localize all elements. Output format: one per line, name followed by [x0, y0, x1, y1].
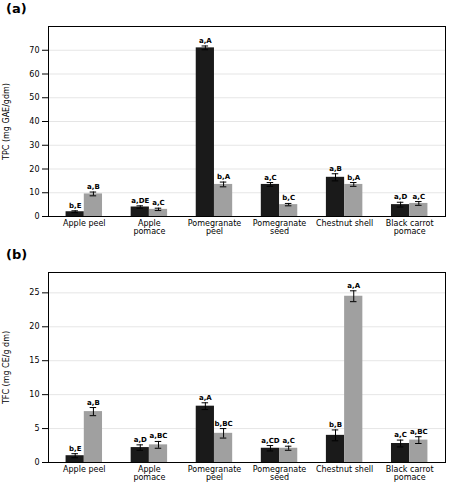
svg-text:a,C: a,C [282, 437, 295, 445]
svg-text:b,BC: b,BC [214, 420, 232, 428]
svg-text:b,A: b,A [217, 173, 231, 181]
svg-text:Chestnut shell: Chestnut shell [316, 465, 373, 474]
html-text:(b): (b) [6, 247, 28, 262]
svg-text:b,B: b,B [329, 421, 342, 429]
svg-text:a,BC: a,BC [410, 428, 428, 436]
svg-text:10: 10 [29, 188, 39, 197]
svg-text:TFC (mg CE/g dm): TFC (mg CE/g dm) [2, 331, 11, 405]
svg-text:Pomegranateseed: Pomegranateseed [253, 219, 307, 236]
svg-text:Pomegranatepeel: Pomegranatepeel [188, 465, 242, 482]
svg-text:50: 50 [29, 93, 39, 102]
svg-text:a,A: a,A [347, 282, 360, 290]
svg-text:25: 25 [29, 288, 39, 297]
svg-text:a,D: a,D [134, 436, 147, 444]
svg-text:b,E: b,E [69, 445, 82, 453]
svg-text:Black carrotpomace: Black carrotpomace [386, 465, 434, 482]
svg-text:a,B: a,B [87, 183, 100, 191]
svg-text:15: 15 [29, 356, 39, 365]
svg-text:a,D: a,D [394, 193, 407, 201]
svg-text:Applepomace: Applepomace [133, 219, 165, 236]
svg-text:Apple peel: Apple peel [63, 465, 105, 474]
svg-text:b,C: b,C [282, 194, 295, 202]
svg-text:Applepomace: Applepomace [133, 465, 165, 482]
svg-text:a,A: a,A [199, 394, 212, 402]
svg-text:a,C: a,C [152, 199, 165, 207]
svg-text:40: 40 [29, 117, 39, 126]
svg-text:0: 0 [34, 212, 39, 221]
svg-text:a,DE: a,DE [131, 197, 149, 205]
svg-text:0: 0 [34, 458, 39, 467]
svg-text:Black carrotpomace: Black carrotpomace [386, 219, 434, 236]
svg-text:b,A: b,A [347, 174, 361, 182]
svg-text:30: 30 [29, 141, 39, 150]
svg-text:60: 60 [29, 70, 39, 79]
svg-text:a,B: a,B [329, 165, 342, 173]
svg-text:Chestnut shell: Chestnut shell [316, 219, 373, 228]
svg-text:a,CD: a,CD [261, 437, 280, 445]
svg-text:5: 5 [34, 424, 39, 433]
svg-text:a,C: a,C [394, 431, 407, 439]
svg-text:Apple peel: Apple peel [63, 219, 105, 228]
svg-text:a,A: a,A [199, 37, 212, 45]
svg-text:a,B: a,B [87, 399, 100, 407]
svg-text:TPC (mg GAE/gdm): TPC (mg GAE/gdm) [2, 83, 11, 161]
svg-text:20: 20 [29, 165, 39, 174]
html-text:(a): (a) [6, 1, 27, 16]
svg-text:a,C: a,C [413, 193, 426, 201]
svg-text:Pomegranatepeel: Pomegranatepeel [188, 219, 242, 236]
svg-text:b,E: b,E [69, 202, 82, 210]
svg-text:Pomegranateseed: Pomegranateseed [253, 465, 307, 482]
svg-text:a,BC: a,BC [150, 432, 168, 440]
svg-text:70: 70 [29, 46, 39, 55]
svg-text:a,C: a,C [264, 174, 277, 182]
svg-text:10: 10 [29, 390, 39, 399]
svg-text:20: 20 [29, 322, 39, 331]
